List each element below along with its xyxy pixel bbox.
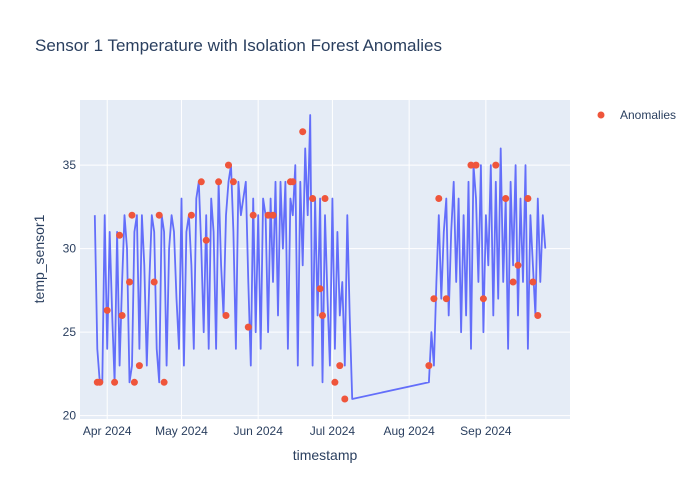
anomaly-point bbox=[467, 161, 475, 169]
temperature-series bbox=[93, 114, 547, 400]
anomaly-point bbox=[103, 306, 111, 314]
anomaly-point bbox=[130, 378, 138, 386]
anomaly-point bbox=[331, 378, 339, 386]
chart-title: Sensor 1 Temperature with Isolation Fore… bbox=[35, 36, 442, 55]
y-tick-label-0: 20 bbox=[63, 409, 77, 423]
anomaly-point bbox=[289, 178, 297, 186]
anomaly-point bbox=[269, 211, 277, 219]
anomaly-point bbox=[509, 278, 517, 286]
anomaly-point bbox=[514, 261, 522, 269]
anomaly-point bbox=[529, 278, 537, 286]
anomaly-point bbox=[492, 161, 500, 169]
anomaly-point bbox=[479, 295, 487, 303]
anomaly-point bbox=[215, 178, 223, 186]
anomaly-point bbox=[225, 161, 232, 169]
y-tick-label-1: 25 bbox=[63, 325, 77, 339]
anomaly-point bbox=[187, 211, 195, 219]
legend-anomalies-marker bbox=[597, 111, 605, 119]
anomaly-point bbox=[442, 295, 450, 303]
anomaly-point bbox=[524, 195, 532, 202]
anomaly-point bbox=[244, 323, 252, 331]
anomaly-point bbox=[425, 362, 433, 370]
anomaly-point bbox=[299, 128, 307, 136]
anomaly-point bbox=[435, 195, 443, 202]
x-tick-label-5: Sep 2024 bbox=[460, 424, 512, 438]
y-axis-title: temp_sensor1 bbox=[31, 214, 47, 303]
anomaly-point bbox=[118, 312, 126, 319]
x-tick-label-0: Apr 2024 bbox=[83, 424, 132, 438]
anomaly-point bbox=[150, 278, 158, 286]
legend-anomalies-label: Anomalies bbox=[620, 108, 676, 122]
anomaly-point bbox=[111, 378, 119, 386]
x-tick-label-2: Jun 2024 bbox=[233, 424, 283, 438]
tick-labels: Apr 2024 May 2024 Jun 2024 Jul 2024 Aug 2024… bbox=[63, 158, 512, 438]
x-axis-title: timestamp bbox=[293, 447, 358, 463]
x-tick-label-3: Jul 2024 bbox=[310, 424, 356, 438]
anomaly-point bbox=[502, 195, 510, 202]
anomaly-point bbox=[202, 236, 210, 244]
anomaly-point bbox=[430, 295, 438, 303]
anomaly-point bbox=[319, 312, 326, 319]
anomaly-point bbox=[160, 378, 168, 386]
y-tick-label-2: 30 bbox=[63, 242, 77, 256]
anomaly-point bbox=[197, 178, 205, 186]
temperature-line bbox=[93, 114, 547, 400]
anomaly-point bbox=[135, 362, 143, 370]
anomaly-point bbox=[316, 285, 324, 293]
y-tick-label-3: 35 bbox=[63, 158, 77, 172]
legend[interactable]: Anomalies bbox=[597, 108, 677, 122]
anomaly-point bbox=[155, 211, 163, 219]
anomaly-point bbox=[472, 161, 480, 169]
anomaly-point bbox=[96, 378, 104, 386]
anomaly-markers bbox=[93, 128, 542, 403]
anomaly-point bbox=[264, 211, 272, 219]
anomaly-point bbox=[249, 211, 257, 219]
anomaly-point bbox=[309, 195, 317, 202]
anomaly-point bbox=[534, 312, 542, 319]
anomaly-point bbox=[126, 278, 133, 286]
anomaly-point bbox=[321, 195, 329, 202]
x-tick-label-1: May 2024 bbox=[155, 424, 208, 438]
anomaly-point bbox=[116, 231, 124, 239]
anomaly-point bbox=[128, 211, 136, 219]
anomaly-point bbox=[336, 362, 344, 370]
anomaly-point bbox=[341, 395, 349, 403]
anomaly-point bbox=[222, 312, 230, 319]
x-tick-label-4: Aug 2024 bbox=[383, 424, 435, 438]
anomaly-point bbox=[229, 178, 237, 186]
